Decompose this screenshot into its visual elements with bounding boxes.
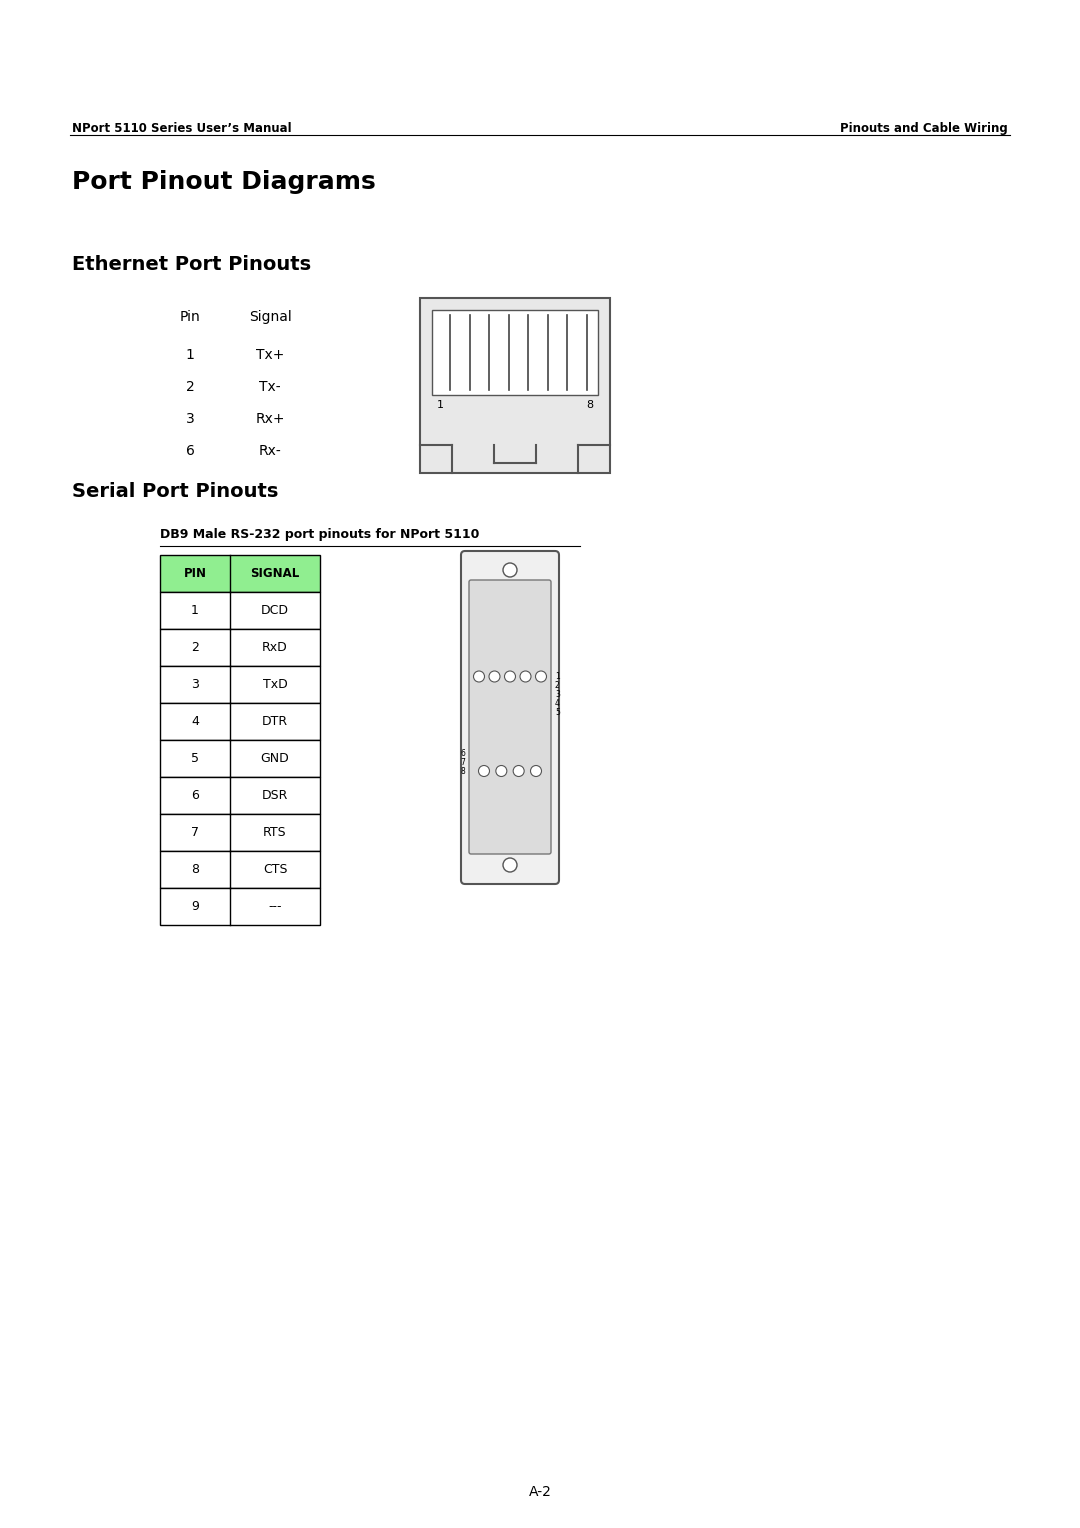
Text: 2: 2 — [186, 380, 194, 394]
FancyBboxPatch shape — [160, 740, 320, 778]
Text: NPort 5110 Series User’s Manual: NPort 5110 Series User’s Manual — [72, 122, 292, 134]
Text: 3: 3 — [191, 678, 199, 691]
Text: 2: 2 — [555, 681, 559, 691]
Text: CTS: CTS — [262, 863, 287, 876]
Circle shape — [504, 671, 515, 681]
Text: 6: 6 — [186, 445, 194, 458]
Text: 5: 5 — [191, 752, 199, 766]
Text: 3: 3 — [555, 691, 559, 698]
Text: 9: 9 — [191, 900, 199, 914]
Text: DB9 Male RS-232 port pinouts for NPort 5110: DB9 Male RS-232 port pinouts for NPort 5… — [160, 529, 480, 541]
FancyBboxPatch shape — [160, 778, 320, 814]
FancyBboxPatch shape — [160, 630, 320, 666]
Text: 1: 1 — [191, 604, 199, 617]
Text: DSR: DSR — [261, 788, 288, 802]
Text: Tx+: Tx+ — [256, 348, 284, 362]
Text: PIN: PIN — [184, 567, 206, 581]
FancyBboxPatch shape — [160, 666, 320, 703]
Text: DTR: DTR — [262, 715, 288, 727]
Text: 1: 1 — [186, 348, 194, 362]
Text: 4: 4 — [555, 698, 559, 707]
Text: Rx+: Rx+ — [255, 413, 285, 426]
Text: RxD: RxD — [262, 642, 288, 654]
Text: Tx-: Tx- — [259, 380, 281, 394]
Circle shape — [503, 859, 517, 872]
Circle shape — [496, 766, 507, 776]
Text: Signal: Signal — [248, 310, 292, 324]
Text: GND: GND — [260, 752, 289, 766]
Text: ---: --- — [268, 900, 282, 914]
Circle shape — [503, 562, 517, 578]
Circle shape — [530, 766, 541, 776]
FancyBboxPatch shape — [160, 703, 320, 740]
Text: DCD: DCD — [261, 604, 289, 617]
Circle shape — [478, 766, 489, 776]
Circle shape — [489, 671, 500, 681]
Text: Pinouts and Cable Wiring: Pinouts and Cable Wiring — [840, 122, 1008, 134]
FancyBboxPatch shape — [432, 310, 598, 396]
Text: 3: 3 — [186, 413, 194, 426]
Text: Pin: Pin — [179, 310, 201, 324]
Text: Port Pinout Diagrams: Port Pinout Diagrams — [72, 170, 376, 194]
Text: Rx-: Rx- — [258, 445, 282, 458]
Text: 1: 1 — [437, 400, 444, 410]
Text: SIGNAL: SIGNAL — [251, 567, 299, 581]
Text: A-2: A-2 — [528, 1485, 552, 1499]
Circle shape — [473, 671, 485, 681]
FancyBboxPatch shape — [160, 555, 320, 591]
Text: 6: 6 — [191, 788, 199, 802]
FancyBboxPatch shape — [469, 581, 551, 854]
Text: 7: 7 — [191, 827, 199, 839]
Text: TxD: TxD — [262, 678, 287, 691]
FancyBboxPatch shape — [160, 888, 320, 924]
Circle shape — [519, 671, 531, 681]
FancyBboxPatch shape — [461, 552, 559, 885]
Text: 8: 8 — [460, 767, 465, 776]
FancyBboxPatch shape — [160, 851, 320, 888]
Text: 7: 7 — [460, 758, 465, 767]
Text: 1: 1 — [555, 672, 559, 681]
Text: RTS: RTS — [264, 827, 287, 839]
Text: 8: 8 — [585, 400, 593, 410]
Circle shape — [536, 671, 546, 681]
Text: 8: 8 — [191, 863, 199, 876]
FancyBboxPatch shape — [420, 298, 610, 474]
Text: Serial Port Pinouts: Serial Port Pinouts — [72, 481, 279, 501]
FancyBboxPatch shape — [160, 591, 320, 630]
FancyBboxPatch shape — [160, 814, 320, 851]
Text: 5: 5 — [555, 707, 559, 717]
Text: 4: 4 — [191, 715, 199, 727]
Text: Ethernet Port Pinouts: Ethernet Port Pinouts — [72, 255, 311, 274]
Text: 6: 6 — [460, 749, 465, 758]
Circle shape — [513, 766, 524, 776]
Text: 2: 2 — [191, 642, 199, 654]
